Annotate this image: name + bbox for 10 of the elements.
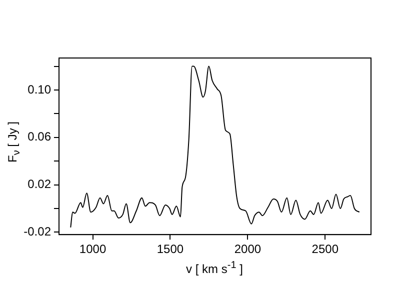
y-tick-label: 0.10 <box>28 82 52 96</box>
y-tick-label: 0.02 <box>28 177 52 192</box>
x-tick-label: 2500 <box>312 242 339 256</box>
y-tick-label: -0.02 <box>24 224 52 239</box>
x-tick-label: 1000 <box>79 242 106 256</box>
x-axis-title: v [ km s$^{-1}$ ] <box>185 260 244 276</box>
x-tick-label: 2000 <box>234 242 262 256</box>
line-series <box>70 66 360 228</box>
x-tick-label: 1500 <box>156 242 184 256</box>
y-tick-label: 0.06 <box>28 130 52 144</box>
